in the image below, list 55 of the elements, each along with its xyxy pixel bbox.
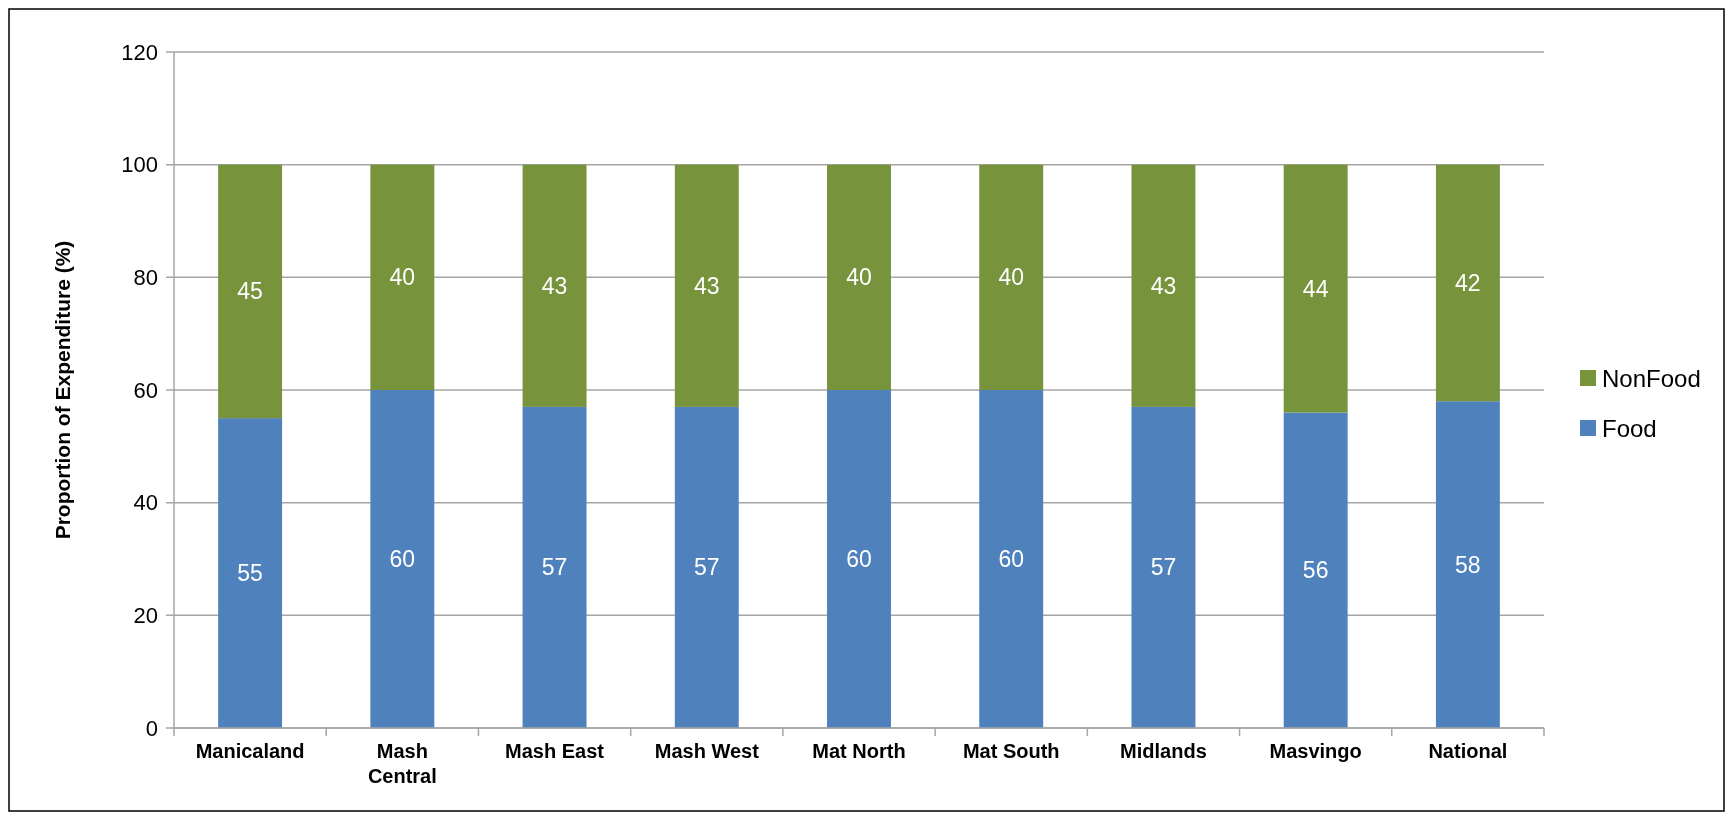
bar bbox=[827, 164, 891, 390]
data-label: 45 bbox=[237, 278, 263, 305]
bar bbox=[1435, 401, 1500, 728]
bar bbox=[1435, 164, 1500, 402]
data-label: 40 bbox=[846, 264, 872, 291]
data-label: 58 bbox=[1455, 551, 1481, 578]
y-tick-label: 20 bbox=[133, 602, 158, 628]
x-tick-label: National bbox=[1428, 740, 1508, 762]
data-label: 40 bbox=[998, 264, 1025, 291]
y-tick-label: 40 bbox=[133, 490, 158, 516]
data-label: 55 bbox=[237, 560, 263, 587]
bar bbox=[979, 390, 1044, 728]
data-label: 43 bbox=[541, 272, 568, 299]
data-label: 57 bbox=[693, 554, 720, 581]
y-tick-label: 120 bbox=[121, 39, 158, 65]
bar bbox=[218, 164, 283, 419]
legend-label: NonFood bbox=[1602, 364, 1701, 392]
data-label: 43 bbox=[1150, 272, 1177, 299]
x-tick-label: Manicaland bbox=[195, 740, 305, 762]
y-tick-label: 100 bbox=[121, 152, 158, 178]
bar bbox=[1283, 164, 1348, 413]
y-tick-label: 0 bbox=[145, 715, 158, 741]
data-label: 60 bbox=[846, 546, 872, 572]
data-label: 42 bbox=[1455, 269, 1481, 296]
data-label: 56 bbox=[1302, 557, 1329, 584]
x-tick-label: Mash East bbox=[505, 740, 605, 762]
bar bbox=[1131, 406, 1196, 728]
bar bbox=[1131, 164, 1196, 407]
bar bbox=[218, 418, 283, 728]
x-tick-label: Mash Central bbox=[367, 740, 437, 787]
data-label: 60 bbox=[389, 546, 416, 572]
x-tick-label: Midlands bbox=[1120, 740, 1207, 762]
data-label: 57 bbox=[1150, 554, 1177, 581]
x-tick-label: Mash West bbox=[654, 740, 760, 762]
x-tick-label: Mat North bbox=[812, 740, 906, 762]
legend-label: Food bbox=[1602, 414, 1657, 442]
bar bbox=[1283, 412, 1348, 728]
data-label: 57 bbox=[541, 554, 568, 581]
x-tick-label: Mat South bbox=[962, 740, 1060, 762]
data-label: 60 bbox=[998, 546, 1025, 572]
bar bbox=[674, 164, 739, 407]
x-tick-label: Masvingo bbox=[1269, 740, 1362, 762]
y-axis-title: Proportion of Expenditure (%) bbox=[51, 240, 74, 540]
bar bbox=[522, 406, 587, 728]
data-label: 40 bbox=[389, 264, 416, 291]
data-label: 43 bbox=[693, 272, 720, 299]
bar bbox=[979, 164, 1044, 390]
bar bbox=[370, 164, 435, 390]
bar bbox=[522, 164, 587, 407]
bar bbox=[674, 406, 739, 728]
data-label: 44 bbox=[1302, 275, 1329, 302]
bar bbox=[370, 390, 435, 728]
y-tick-label: 60 bbox=[133, 377, 158, 403]
bar bbox=[827, 390, 891, 728]
y-tick-label: 80 bbox=[133, 264, 158, 290]
